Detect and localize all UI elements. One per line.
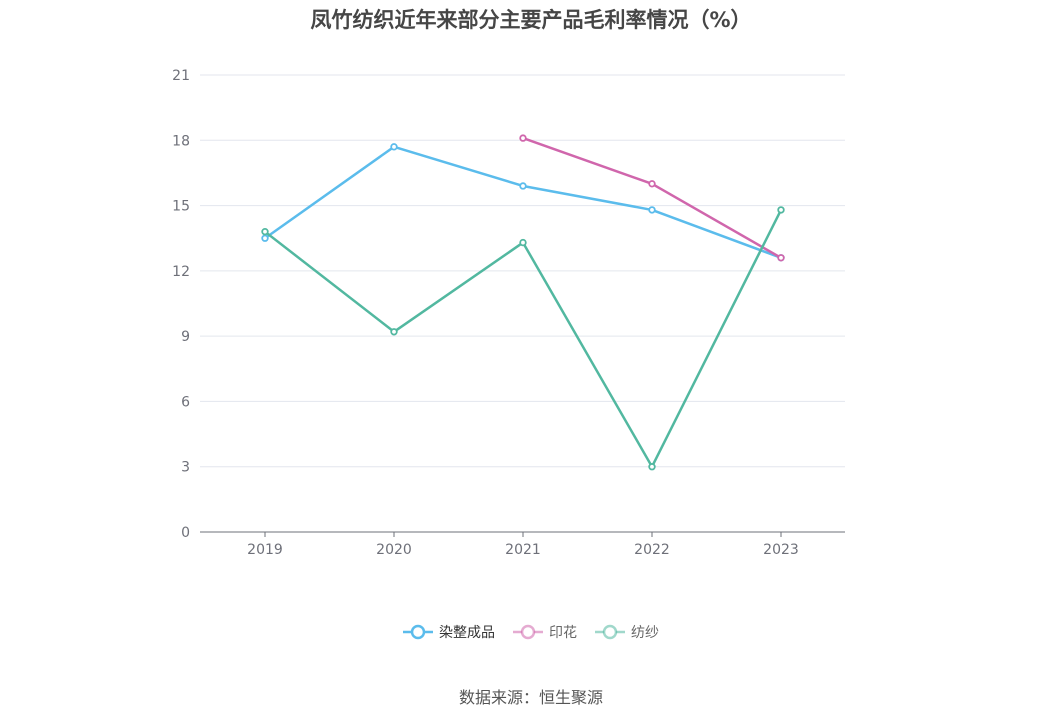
data-point [261, 234, 269, 242]
x-tick-label: 2023 [763, 542, 799, 558]
x-tick-label: 2021 [505, 542, 541, 558]
data-point [390, 328, 398, 336]
legend-label: 染整成品 [439, 625, 495, 641]
legend-label: 纺纱 [631, 625, 659, 641]
y-tick-label: 3 [181, 460, 190, 476]
y-tick-label: 18 [172, 133, 190, 149]
x-tick-label: 2019 [247, 542, 283, 558]
legend-marker-icon [513, 624, 543, 640]
legend-marker-icon [403, 624, 433, 640]
legend-item[interactable]: 染整成品 [403, 622, 495, 642]
chart-title: 凤竹纺织近年来部分主要产品毛利率情况（%） [310, 8, 752, 32]
legend: 染整成品 印花 纺纱 [0, 622, 1062, 642]
data-point [519, 182, 527, 190]
legend-marker-icon [595, 624, 625, 640]
x-tick-label: 2022 [634, 542, 670, 558]
series-2 [261, 206, 785, 471]
series-line [522, 136, 782, 259]
series-lines [261, 134, 785, 471]
y-tick-label: 21 [172, 68, 190, 84]
data-point [648, 180, 656, 188]
series-line [264, 209, 783, 468]
legend-circle [410, 624, 426, 640]
legend-item[interactable]: 印花 [513, 622, 577, 642]
y-tick-label: 6 [181, 394, 190, 410]
y-tick-label: 0 [181, 525, 190, 541]
y-tick-label: 15 [172, 199, 190, 215]
data-point [519, 134, 527, 142]
data-point [777, 206, 785, 214]
data-point [390, 143, 398, 151]
axes: 0 3 6 9 12 15 18 21 2019 2020 2021 2022 2023 [172, 68, 845, 558]
grid-lines [200, 74, 845, 468]
legend-circle [602, 624, 618, 640]
data-point [777, 254, 785, 262]
y-tick-label: 12 [172, 264, 190, 280]
x-tick-label: 2020 [376, 542, 412, 558]
data-point [648, 463, 656, 471]
data-point [261, 227, 269, 236]
y-tick-label: 9 [181, 329, 190, 345]
data-point [519, 238, 527, 247]
data-source: 数据来源：恒生聚源 [458, 688, 603, 707]
data-point [648, 206, 656, 214]
legend-item[interactable]: 纺纱 [595, 622, 659, 642]
series-1 [519, 134, 785, 262]
legend-label: 印花 [549, 625, 577, 641]
legend-circle [520, 624, 536, 640]
